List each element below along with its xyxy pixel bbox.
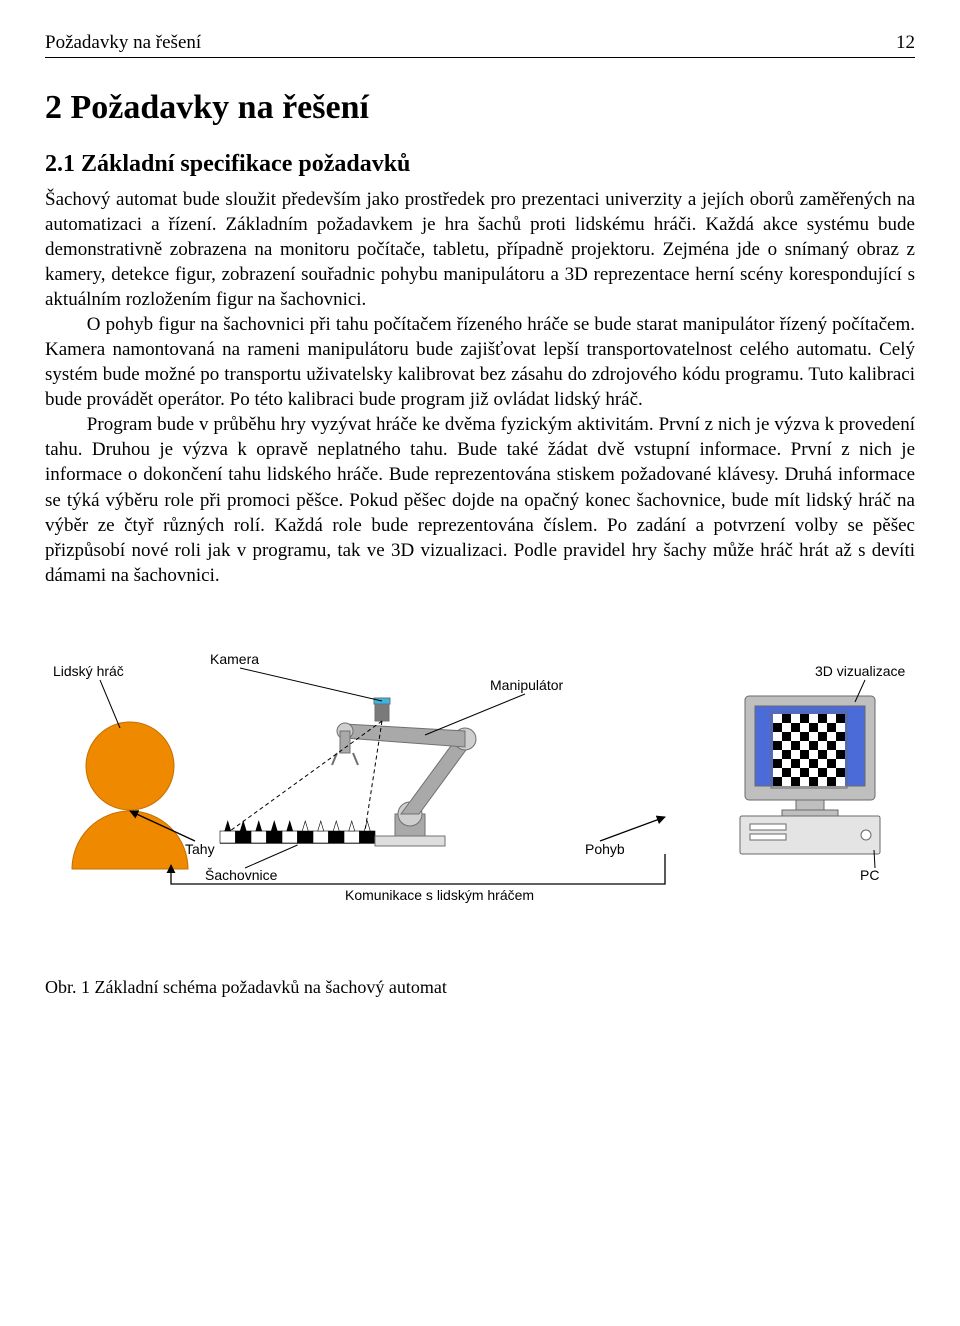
svg-text:Tahy: Tahy bbox=[185, 841, 215, 857]
running-title: Požadavky na řešení bbox=[45, 30, 201, 55]
svg-text:Kamera: Kamera bbox=[210, 651, 259, 667]
paragraph-2: O pohyb figur na šachovnici při tahu poč… bbox=[45, 312, 915, 412]
svg-text:3D vizualizace: 3D vizualizace bbox=[815, 663, 905, 679]
figure-caption: Obr. 1 Základní schéma požadavků na šach… bbox=[45, 976, 915, 1000]
chessboard-icon bbox=[220, 821, 375, 844]
page-number: 12 bbox=[896, 30, 915, 55]
page: Požadavky na řešení 12 2 Požadavky na ře… bbox=[0, 0, 960, 1326]
figure-1: Lidský hráč Kamera Manipulátor 3D vizualiza… bbox=[45, 636, 915, 926]
heading-2: 2 Požadavky na řešení bbox=[45, 86, 915, 131]
paragraph-3: Program bude v průběhu hry vyzývat hráče… bbox=[45, 412, 915, 588]
svg-text:Manipulátor: Manipulátor bbox=[490, 677, 563, 693]
svg-text:PC: PC bbox=[860, 867, 879, 883]
svg-text:Pohyb: Pohyb bbox=[585, 841, 625, 857]
figure-diagram: Lidský hráč Kamera Manipulátor 3D vizualiza… bbox=[45, 636, 915, 926]
pc-icon bbox=[740, 696, 880, 854]
running-head: Požadavky na řešení 12 bbox=[45, 30, 915, 58]
manipulator-icon bbox=[332, 698, 476, 846]
svg-text:Lidský hráč: Lidský hráč bbox=[53, 663, 124, 679]
heading-2-1: 2.1 Základní specifikace požadavků bbox=[45, 149, 915, 181]
svg-text:Komunikace s lidským hráčem: Komunikace s lidským hráčem bbox=[345, 887, 534, 903]
paragraph-1: Šachový automat bude sloužit především j… bbox=[45, 187, 915, 312]
svg-text:Šachovnice: Šachovnice bbox=[205, 867, 278, 883]
player-icon bbox=[72, 722, 188, 869]
camera-fov-lines bbox=[230, 721, 382, 831]
